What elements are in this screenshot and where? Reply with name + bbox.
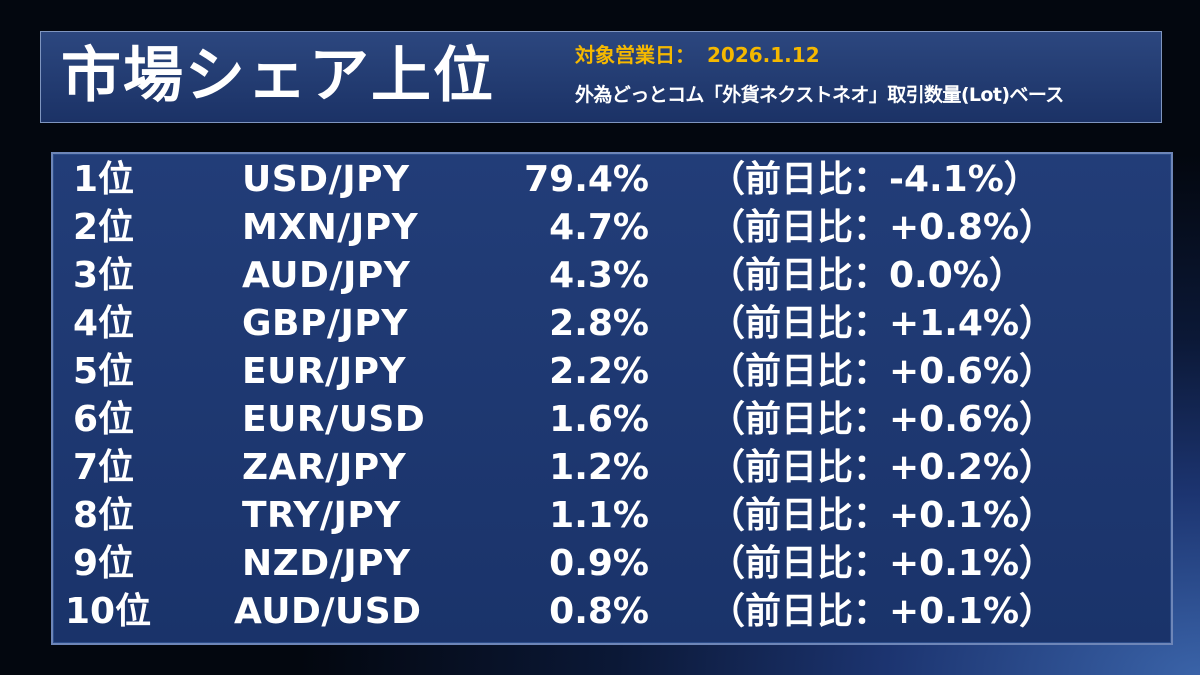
- rank-label: 4位: [73, 303, 135, 344]
- ranking-row: 3位 AUD/JPY 4.3% （前日比：0.0%）: [53, 252, 1171, 300]
- ranking-row: 1位 USD/JPY 79.4% （前日比：-4.1%）: [53, 156, 1171, 204]
- rank-label: 9位: [73, 543, 135, 584]
- market-share: 79.4%: [524, 159, 649, 200]
- ranking-row: 2位 MXN/JPY 4.7% （前日比：+0.8%）: [53, 204, 1171, 252]
- currency-pair: MXN/JPY: [242, 207, 419, 248]
- day-over-day-change: （前日比：+1.4%）: [709, 303, 1056, 344]
- business-date-value: 2026.1.12: [707, 43, 820, 67]
- market-share: 4.3%: [549, 255, 649, 296]
- data-basis-note: 外為どっとコム「外貨ネクストネオ」取引数量(Lot)ベース: [575, 84, 1064, 106]
- market-share: 1.6%: [549, 399, 649, 440]
- market-share: 1.2%: [549, 447, 649, 488]
- ranking-row: 4位 GBP/JPY 2.8% （前日比：+1.4%）: [53, 300, 1171, 348]
- day-over-day-change: （前日比：0.0%）: [709, 255, 1025, 296]
- day-over-day-change: （前日比：+0.1%）: [709, 543, 1056, 584]
- currency-pair: NZD/JPY: [242, 543, 411, 584]
- currency-pair: AUD/USD: [234, 591, 422, 632]
- rank-label: 8位: [73, 495, 135, 536]
- market-share: 0.9%: [549, 543, 649, 584]
- day-over-day-change: （前日比：+0.6%）: [709, 351, 1056, 392]
- market-share: 1.1%: [549, 495, 649, 536]
- market-share: 4.7%: [549, 207, 649, 248]
- ranking-row: 8位 TRY/JPY 1.1% （前日比：+0.1%）: [53, 492, 1171, 540]
- ranking-row: 6位 EUR/USD 1.6% （前日比：+0.6%）: [53, 396, 1171, 444]
- rank-label: 1位: [73, 159, 135, 200]
- page-title: 市場シェア上位: [61, 41, 495, 111]
- currency-pair: TRY/JPY: [242, 495, 401, 536]
- rank-label: 2位: [73, 207, 135, 248]
- rank-label: 5位: [73, 351, 135, 392]
- market-share: 2.8%: [549, 303, 649, 344]
- currency-pair: EUR/JPY: [242, 351, 407, 392]
- currency-pair: EUR/USD: [242, 399, 426, 440]
- currency-pair: ZAR/JPY: [242, 447, 407, 488]
- business-date-label: 対象営業日：: [575, 43, 695, 67]
- ranking-row: 5位 EUR/JPY 2.2% （前日比：+0.6%）: [53, 348, 1171, 396]
- business-date: 対象営業日： 2026.1.12: [575, 42, 820, 68]
- ranking-row: 7位 ZAR/JPY 1.2% （前日比：+0.2%）: [53, 444, 1171, 492]
- market-share: 2.2%: [549, 351, 649, 392]
- day-over-day-change: （前日比：+0.1%）: [709, 591, 1056, 632]
- rank-label: 7位: [73, 447, 135, 488]
- rank-label: 6位: [73, 399, 135, 440]
- ranking-table: 1位 USD/JPY 79.4% （前日比：-4.1%） 2位 MXN/JPY …: [51, 152, 1173, 645]
- day-over-day-change: （前日比：-4.1%）: [709, 159, 1040, 200]
- market-share: 0.8%: [549, 591, 649, 632]
- day-over-day-change: （前日比：+0.8%）: [709, 207, 1056, 248]
- currency-pair: AUD/JPY: [242, 255, 411, 296]
- title-banner: 市場シェア上位 対象営業日： 2026.1.12 外為どっとコム「外貨ネクストネオ…: [40, 31, 1162, 123]
- rank-label: 10位: [65, 591, 152, 632]
- rank-label: 3位: [73, 255, 135, 296]
- currency-pair: GBP/JPY: [242, 303, 408, 344]
- ranking-row: 9位 NZD/JPY 0.9% （前日比：+0.1%）: [53, 540, 1171, 588]
- currency-pair: USD/JPY: [242, 159, 410, 200]
- day-over-day-change: （前日比：+0.1%）: [709, 495, 1056, 536]
- ranking-row: 10位 AUD/USD 0.8% （前日比：+0.1%）: [53, 588, 1171, 636]
- day-over-day-change: （前日比：+0.2%）: [709, 447, 1056, 488]
- day-over-day-change: （前日比：+0.6%）: [709, 399, 1056, 440]
